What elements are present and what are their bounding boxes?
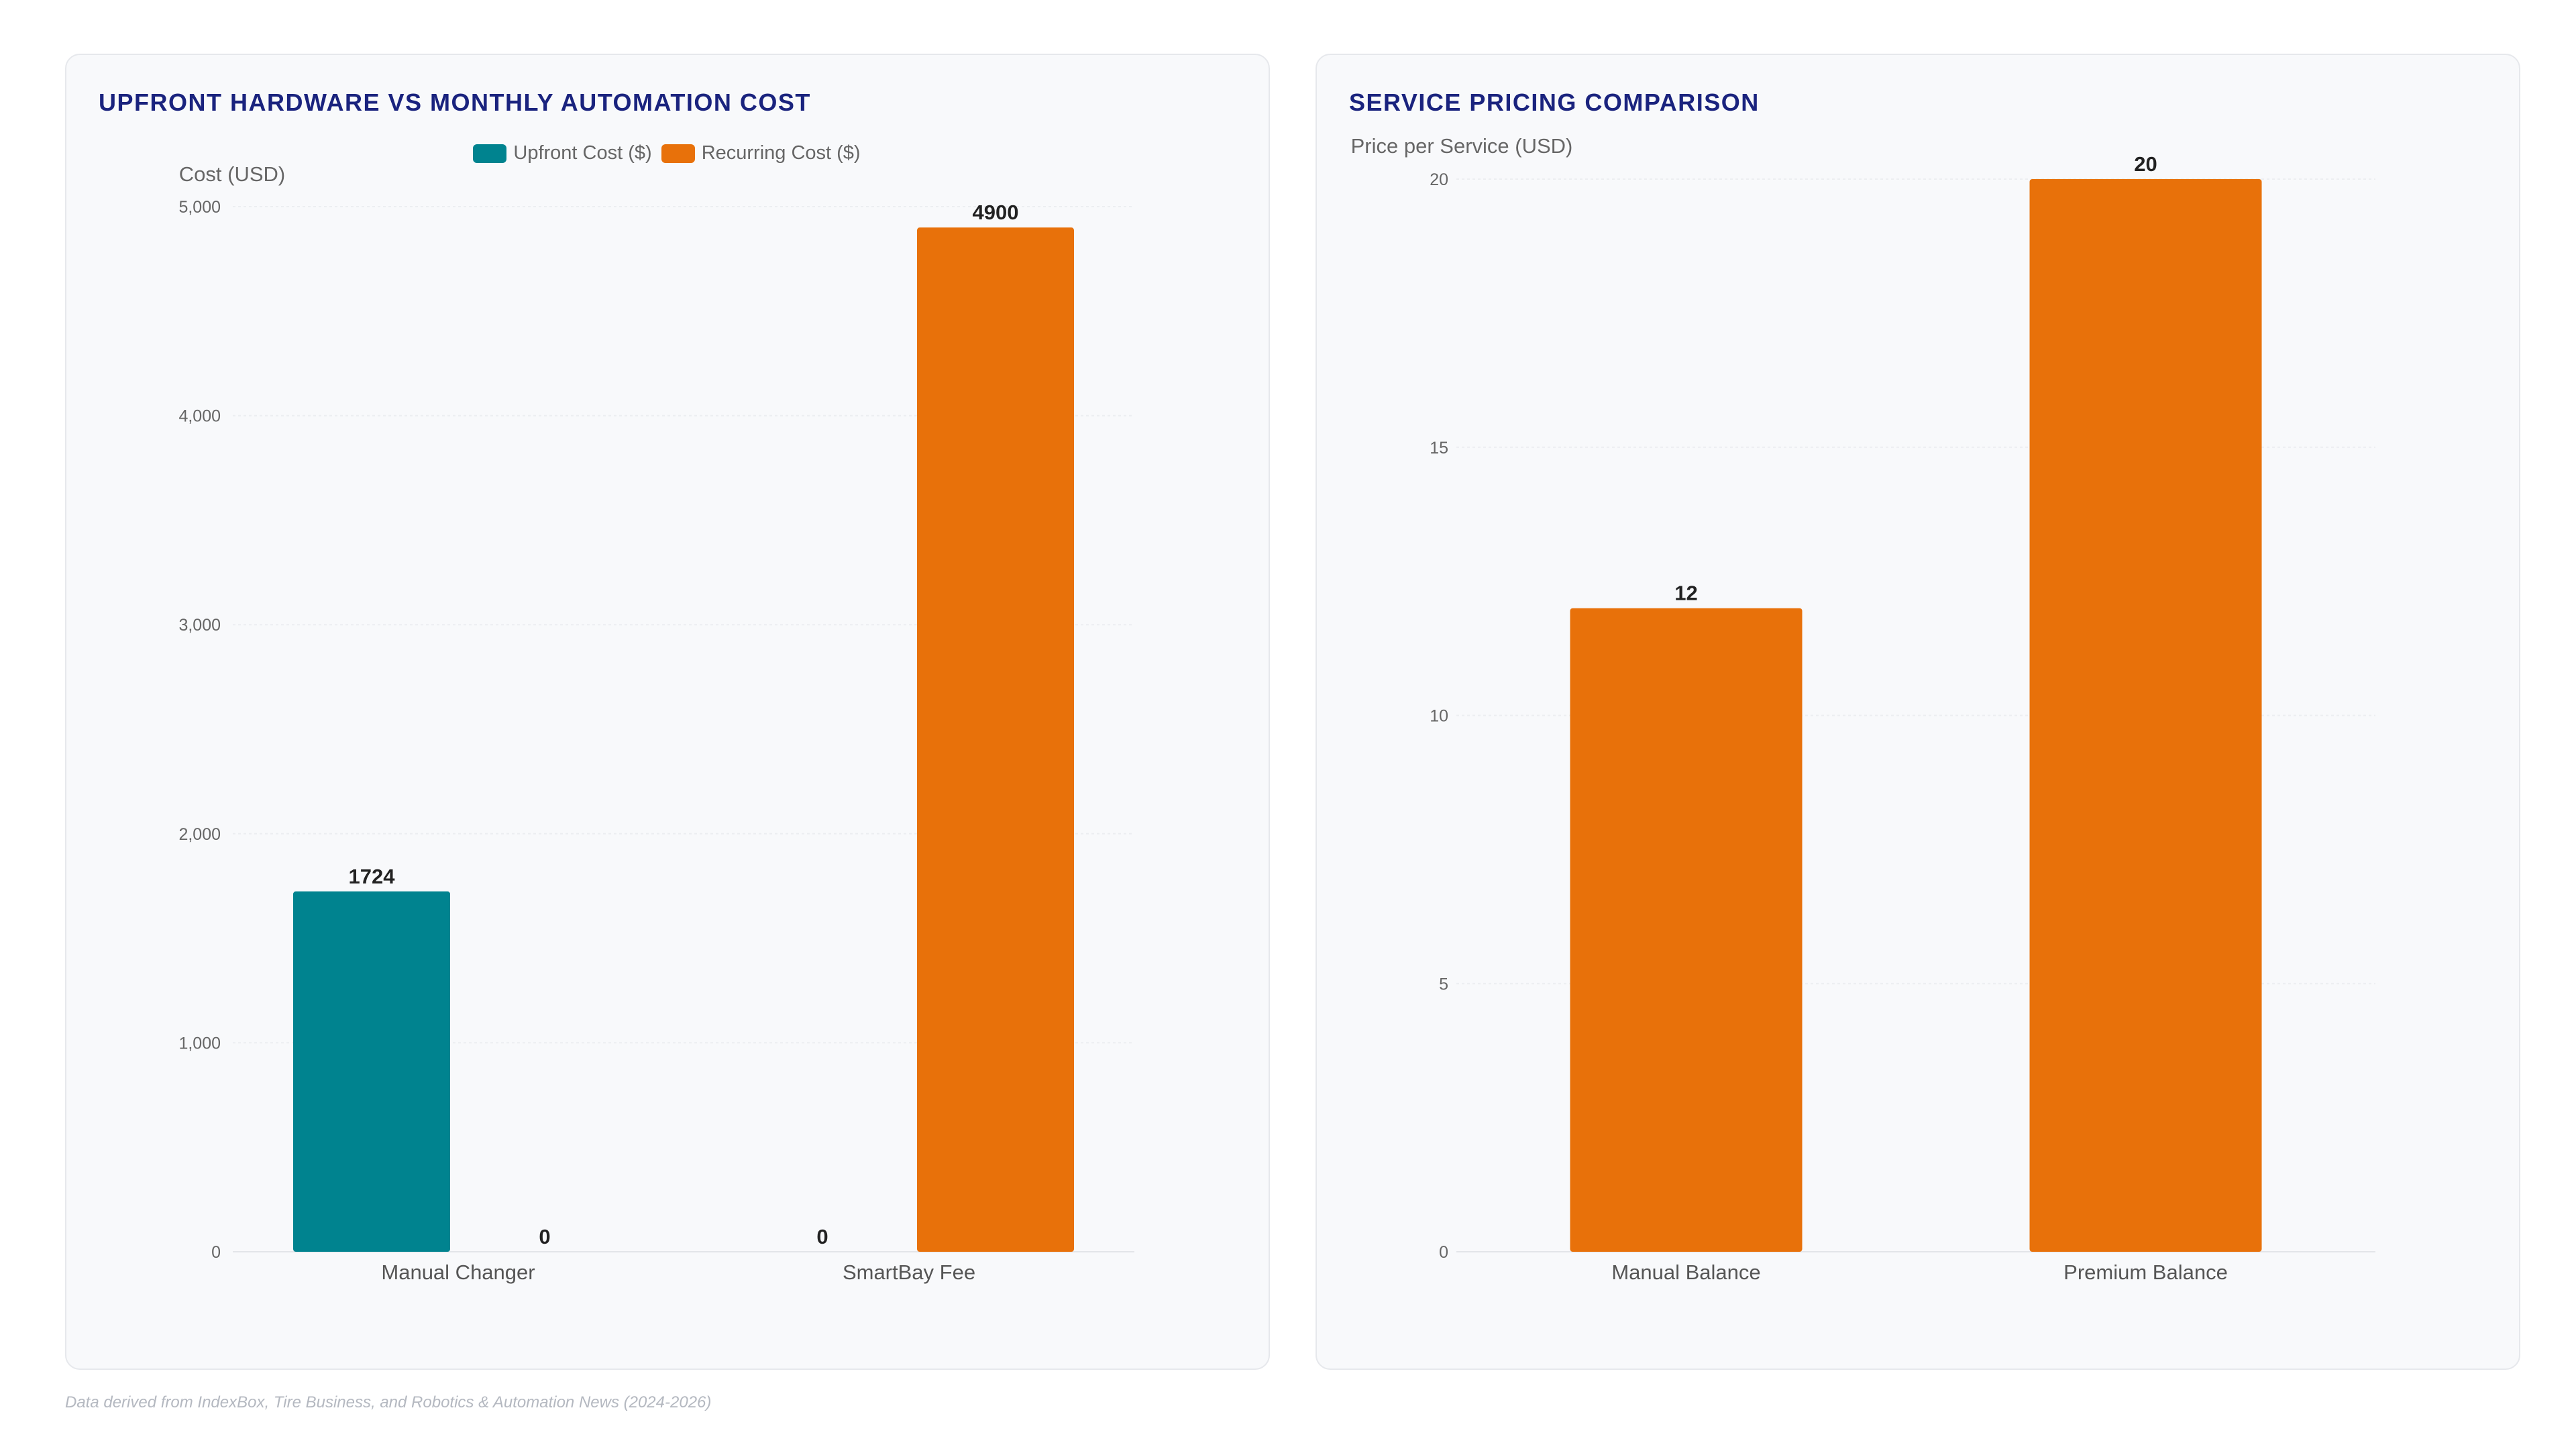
y-tick-label: 0 [1439,1243,1448,1262]
y-axis-title: Price per Service (USD) [1351,134,1573,158]
pricing-bar-chart: 0 5 10 15 20 Price per Service (USD) Manual Ba… [1351,134,2375,1284]
x-tick-label: Manual Changer [381,1260,535,1284]
y-tick-label: 0 [211,1243,221,1262]
y-tick-label: 5 [1439,975,1448,994]
y-tick-label: 2,000 [178,825,221,844]
bar [1570,608,1803,1252]
chart-legend: Upfront Cost ($) Recurring Cost ($) [66,142,1271,164]
y-axis-title: Cost (USD) [179,162,285,186]
x-tick-label: SmartBay Fee [843,1260,975,1284]
y-tick-label: 10 [1430,707,1448,726]
bar [2029,179,2262,1252]
data-label: 0 [539,1225,550,1248]
service-pricing-panel: 0 5 10 15 20 Price per Service (USD) Manual Ba… [1316,54,2520,1370]
data-label: 1724 [349,865,396,888]
data-label: 4900 [973,201,1019,224]
y-tick-label: 4,000 [178,407,221,426]
data-label: 0 [816,1225,828,1248]
bar [293,891,450,1252]
y-tick-label: 15 [1430,439,1448,458]
bar [917,227,1074,1252]
cost-bar-chart: 0 1,000 2,000 3,000 4,000 5,000 Cost (USD) Manu… [178,162,1134,1284]
x-tick-label: Premium Balance [2063,1260,2228,1284]
upfront-vs-monthly-panel: 0 1,000 2,000 3,000 4,000 5,000 Cost (USD) Manu… [65,54,1270,1370]
data-label: 12 [1674,582,1697,605]
legend-label-upfront: Upfront Cost ($) [513,142,652,164]
legend-item-upfront[interactable]: Upfront Cost ($) [473,142,652,164]
legend-swatch-recurring [661,144,695,163]
panel-title: UPFRONT HARDWARE VS MONTHLY AUTOMATION C… [99,89,811,116]
x-tick-label: Manual Balance [1611,1260,1760,1284]
y-tick-label: 1,000 [178,1034,221,1053]
y-tick-label: 5,000 [178,198,221,217]
legend-item-recurring[interactable]: Recurring Cost ($) [661,142,861,164]
data-label: 20 [2134,152,2157,176]
legend-label-recurring: Recurring Cost ($) [701,142,861,164]
panel-title: SERVICE PRICING COMPARISON [1349,89,1760,116]
legend-swatch-upfront [473,144,507,163]
y-tick-label: 20 [1430,170,1448,189]
y-tick-label: 3,000 [178,616,221,635]
source-footnote: Data derived from IndexBox, Tire Busines… [65,1393,712,1411]
